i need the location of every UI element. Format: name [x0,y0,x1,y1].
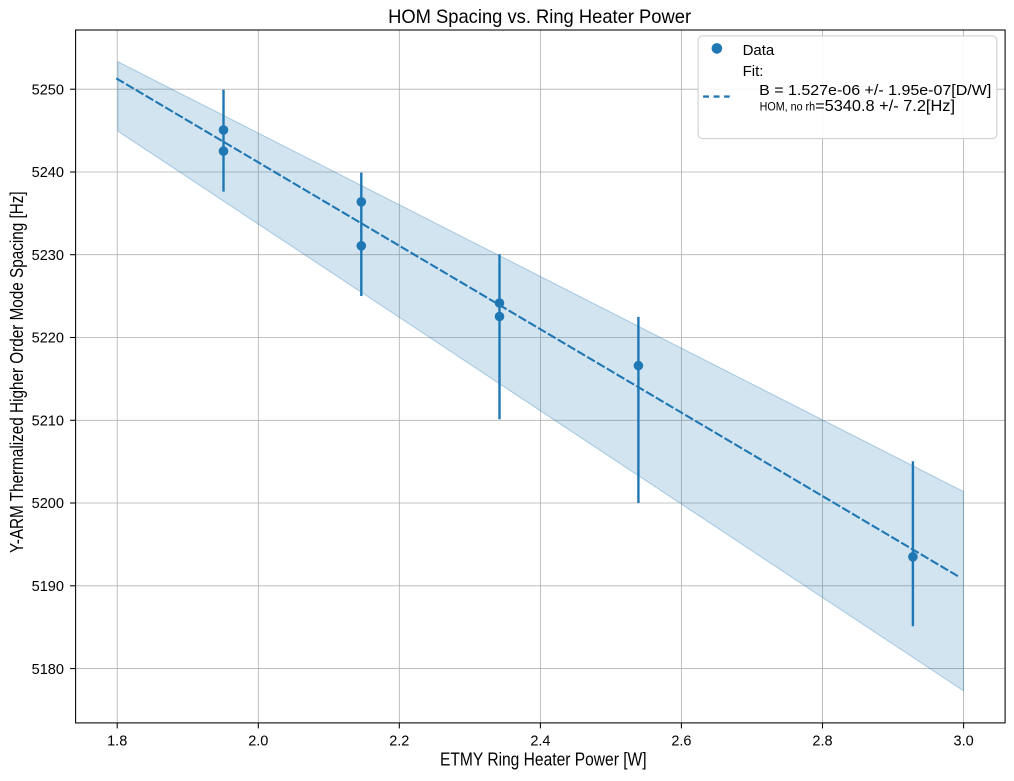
svg-text:HOM Spacing vs. Ring Heater Po: HOM Spacing vs. Ring Heater Power [388,6,691,28]
svg-text:1.8: 1.8 [107,733,127,749]
svg-text:Data: Data [743,42,775,59]
svg-text:2.2: 2.2 [389,733,409,749]
svg-text:ETMY Ring Heater Power [W]: ETMY Ring Heater Power [W] [440,750,647,770]
svg-text:2.8: 2.8 [812,733,832,749]
svg-text:5230: 5230 [32,248,64,264]
svg-text:5200: 5200 [32,496,64,512]
svg-text:2.0: 2.0 [248,733,268,749]
svg-text:5210: 5210 [32,414,64,430]
svg-text:Y-ARM Thermalized Higher Order: Y-ARM Thermalized Higher Order Mode Spac… [7,191,27,553]
svg-text:HOM, no rh: HOM, no rh [760,102,816,114]
svg-text:B = 1.527e-06 +/- 1.95e-07[D/W: B = 1.527e-06 +/- 1.95e-07[D/W] [759,82,991,99]
svg-text:5180: 5180 [32,662,64,678]
svg-text:5240: 5240 [32,165,64,181]
svg-text:5250: 5250 [32,82,64,98]
svg-text:5220: 5220 [32,331,64,347]
svg-text:3.0: 3.0 [954,733,974,749]
svg-text:5190: 5190 [32,579,64,595]
svg-text:2.4: 2.4 [530,733,550,749]
svg-text:2.6: 2.6 [671,733,691,749]
svg-text:=5340.8 +/- 7.2[Hz]: =5340.8 +/- 7.2[Hz] [815,98,955,115]
svg-text:Fit:: Fit: [743,63,764,80]
